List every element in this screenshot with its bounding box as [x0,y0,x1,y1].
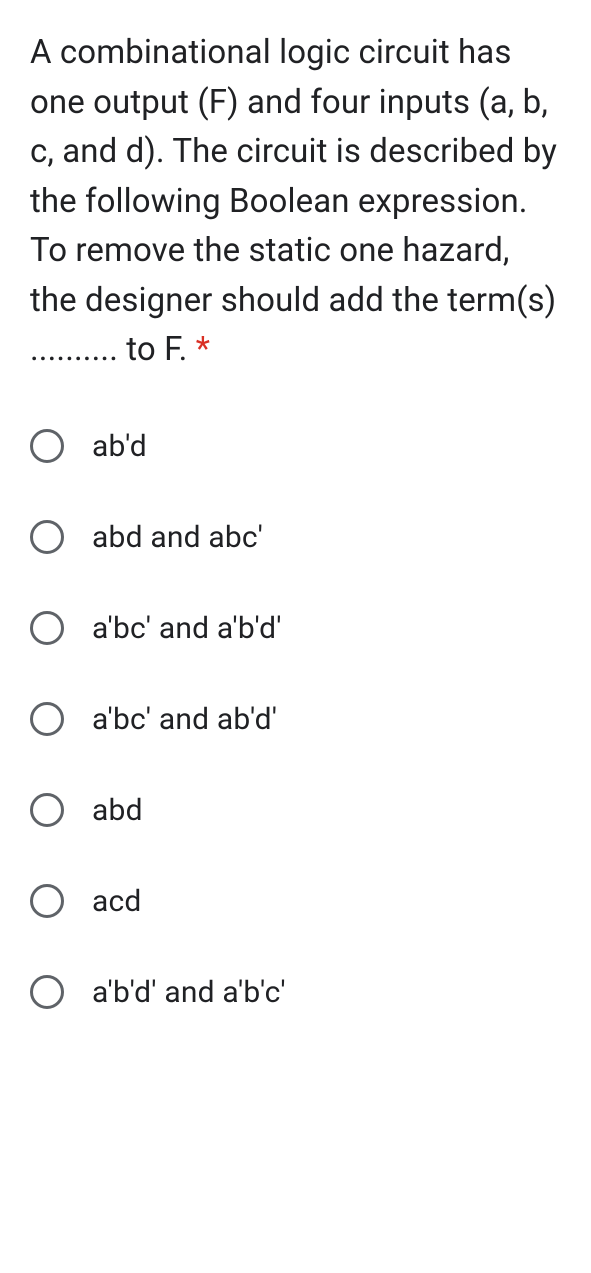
question-body: A combinational logic circuit has one ou… [30,33,557,369]
option-label: a'b'd' and a'b'c' [92,975,286,1010]
option-label: abd [92,793,143,828]
radio-icon [30,520,64,554]
option-label: a'bc' and ab'd' [92,702,277,737]
required-marker: * [187,330,210,369]
option-label: a'bc' and a'b'd' [92,611,282,646]
option-6[interactable]: a'b'd' and a'b'c' [30,975,561,1010]
option-2[interactable]: a'bc' and a'b'd' [30,611,561,646]
radio-icon [30,975,64,1009]
radio-icon [30,702,64,736]
option-label: abd and abc' [92,520,263,555]
option-3[interactable]: a'bc' and ab'd' [30,702,561,737]
option-0[interactable]: ab'd [30,429,561,464]
radio-icon [30,429,64,463]
option-label: acd [92,884,142,919]
option-4[interactable]: abd [30,793,561,828]
question-text: A combinational logic circuit has one ou… [30,28,561,375]
radio-icon [30,793,64,827]
radio-icon [30,884,64,918]
option-1[interactable]: abd and abc' [30,520,561,555]
options-group: ab'd abd and abc' a'bc' and a'b'd' a'bc'… [30,429,561,1010]
radio-icon [30,611,64,645]
option-label: ab'd [92,429,147,464]
option-5[interactable]: acd [30,884,561,919]
